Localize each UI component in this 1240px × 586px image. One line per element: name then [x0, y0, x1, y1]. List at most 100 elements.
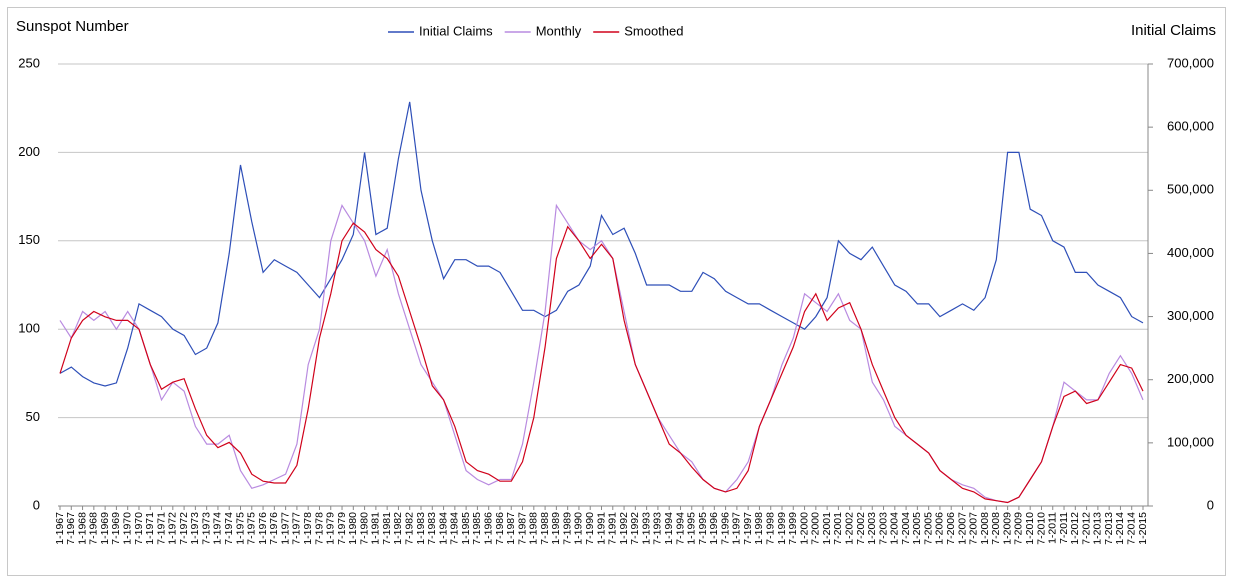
x-tick-label: 1-1979: [325, 512, 337, 545]
x-tick-label: 7-1976: [268, 512, 280, 545]
x-tick-label: 7-1979: [336, 512, 348, 545]
legend-label: Monthly: [536, 23, 582, 38]
x-tick-label: 1-2002: [843, 512, 855, 545]
x-tick-label: 1-1998: [753, 512, 765, 545]
x-tick-label: 7-2012: [1080, 512, 1092, 545]
x-tick-label: 7-1973: [200, 512, 212, 545]
x-tick-label: 7-2009: [1013, 512, 1025, 545]
x-tick-label: 1-1987: [505, 512, 517, 545]
x-tick-label: 7-1971: [155, 512, 167, 545]
x-tick-label: 7-1995: [697, 512, 709, 545]
x-tick-label: 7-1975: [246, 512, 258, 545]
x-tick-label: 7-2011: [1058, 512, 1070, 544]
x-tick-label: 1-1972: [167, 512, 179, 545]
x-tick-label: 1-1995: [686, 512, 698, 545]
x-tick-label: 1-2015: [1137, 512, 1149, 545]
x-tick-label: 1-1980: [347, 512, 359, 545]
x-tick-label: 7-2014: [1126, 512, 1138, 545]
y-tick-label: 200: [18, 144, 40, 159]
x-tick-label: 7-1967: [65, 512, 77, 545]
x-tick-label: 1-2013: [1092, 512, 1104, 545]
x-tick-label: 7-1997: [742, 512, 754, 545]
x-tick-label: 1-1985: [460, 512, 472, 545]
x-tick-label: 1-2006: [934, 512, 946, 545]
x-tick-label: 1-2014: [1114, 512, 1126, 545]
x-tick-label: 1-1977: [279, 512, 291, 545]
series-line: [59, 101, 1144, 387]
x-tick-label: 7-2008: [990, 512, 1002, 545]
x-tick-label: 1-1986: [482, 512, 494, 545]
y-tick-label: 250: [18, 55, 40, 70]
x-tick-label: 7-2004: [900, 512, 912, 545]
x-tick-label: 1-1975: [234, 512, 246, 545]
y2-tick-label: 200,000: [1167, 371, 1214, 386]
x-tick-label: 7-2002: [855, 512, 867, 545]
x-tick-label: 1-1988: [528, 512, 540, 545]
legend-label: Smoothed: [624, 23, 683, 38]
x-tick-label: 7-1969: [110, 512, 122, 545]
x-tick-label: 7-1988: [539, 512, 551, 545]
x-tick-label: 1-2011: [1047, 512, 1059, 544]
x-tick-label: 7-1996: [719, 512, 731, 545]
x-tick-label: 1-1992: [618, 512, 630, 545]
x-tick-label: 1-1991: [595, 512, 607, 545]
y2-tick-label: 400,000: [1167, 245, 1214, 260]
chart-border: [7, 7, 1226, 576]
x-tick-label: 7-1983: [426, 512, 438, 545]
x-tick-label: 7-2006: [945, 512, 957, 545]
x-tick-label: 7-1981: [381, 512, 393, 545]
x-tick-label: 1-2001: [821, 512, 833, 545]
y2-tick-label: 300,000: [1167, 308, 1214, 323]
x-tick-label: 1-1993: [640, 512, 652, 545]
x-tick-label: 1-1974: [212, 512, 224, 545]
legend-label: Initial Claims: [419, 23, 493, 38]
series-line: [59, 222, 1144, 504]
y-axis-title: Sunspot Number: [16, 18, 129, 35]
x-tick-label: 1-1967: [54, 512, 66, 545]
x-tick-label: 7-1972: [178, 512, 190, 545]
x-tick-label: 7-1977: [291, 512, 303, 545]
x-tick-label: 7-1999: [787, 512, 799, 545]
x-tick-label: 7-1998: [765, 512, 777, 545]
x-tick-label: 7-1986: [494, 512, 506, 545]
x-tick-label: 1-1978: [302, 512, 314, 545]
x-tick-label: 1-1996: [708, 512, 720, 545]
x-tick-label: 7-2003: [877, 512, 889, 545]
y-tick-label: 150: [18, 232, 40, 247]
y-tick-label: 100: [18, 321, 40, 336]
x-tick-label: 1-1970: [121, 512, 133, 545]
x-tick-label: 7-1974: [223, 512, 235, 545]
y2-tick-label: 100,000: [1167, 434, 1214, 449]
x-tick-label: 7-1987: [516, 512, 528, 545]
y-tick-label: 0: [33, 497, 40, 512]
x-tick-label: 7-2010: [1035, 512, 1047, 545]
y2-axis-title: Initial Claims: [1131, 22, 1216, 39]
x-tick-label: 1-1982: [392, 512, 404, 545]
x-tick-label: 1-1997: [731, 512, 743, 545]
x-tick-label: 7-1992: [629, 512, 641, 545]
y2-tick-label: 500,000: [1167, 182, 1214, 197]
x-tick-label: 1-2007: [956, 512, 968, 545]
series-line: [59, 203, 1144, 504]
y2-tick-label: 0: [1207, 497, 1214, 512]
x-tick-label: 1-2003: [866, 512, 878, 545]
x-tick-label: 1-1989: [550, 512, 562, 545]
x-tick-label: 7-1994: [674, 512, 686, 545]
x-tick-label: 7-1990: [584, 512, 596, 545]
x-tick-label: 7-1989: [561, 512, 573, 545]
x-tick-label: 1-1994: [663, 512, 675, 545]
x-tick-label: 7-1984: [449, 512, 461, 545]
x-tick-label: 7-2005: [922, 512, 934, 545]
x-tick-label: 1-1969: [99, 512, 111, 545]
x-tick-label: 1-2012: [1069, 512, 1081, 545]
x-tick-label: 7-1991: [607, 512, 619, 545]
x-tick-label: 1-2000: [798, 512, 810, 545]
x-tick-label: 1-1990: [573, 512, 585, 545]
x-tick-label: 1-2010: [1024, 512, 1036, 545]
x-tick-label: 7-1982: [404, 512, 416, 545]
x-tick-label: 1-1976: [257, 512, 269, 545]
x-tick-label: 7-1978: [313, 512, 325, 545]
x-tick-label: 1-1983: [415, 512, 427, 545]
x-tick-label: 1-1973: [189, 512, 201, 545]
